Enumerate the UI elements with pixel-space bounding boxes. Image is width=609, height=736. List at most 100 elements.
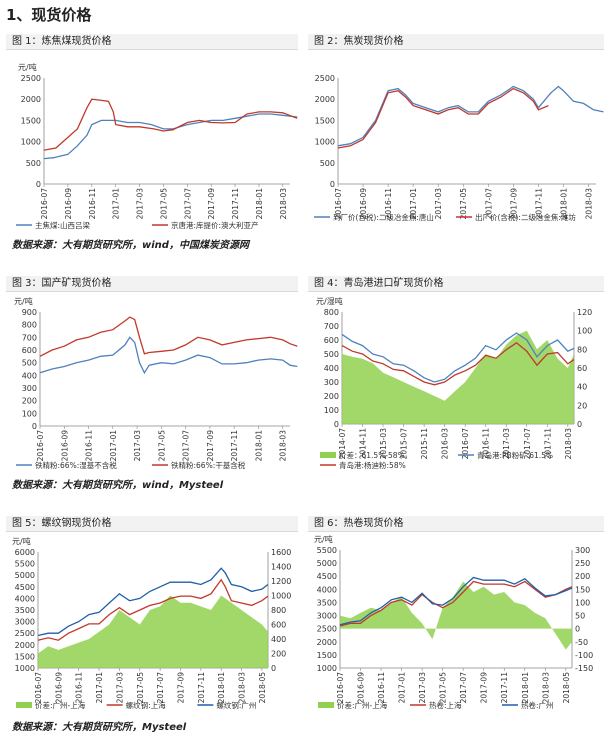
y2-tick-label: -100 (575, 651, 593, 660)
y-tick-label: 300 (324, 378, 339, 387)
y2-tick-label: 300 (575, 546, 590, 555)
y-tick-label: 5500 (15, 560, 35, 569)
area-series-p5 (38, 595, 268, 668)
x-tick-label: 2017-03 (434, 188, 443, 220)
x-tick-label: 2018-03 (279, 430, 288, 462)
section-title: 1、现货价格 (6, 6, 92, 24)
panel-title: 图 1：炼焦煤现货价格 (6, 34, 298, 50)
x-tick-label: 2018-01 (521, 672, 530, 704)
legend-swatch (320, 452, 336, 458)
x-tick-label: 2016-11 (482, 428, 491, 460)
y2-tick-label: 600 (271, 621, 286, 630)
legend-swatch (318, 702, 334, 708)
y-tick-label: 3500 (15, 606, 35, 615)
panel-domestic-ore: 图 3：国产矿现货价格 0 100 200 300 400 500 600 700 800 900… (6, 276, 298, 474)
y-tick-label: 2000 (317, 638, 337, 647)
legend-label: 螺纹钢:上海 (126, 700, 167, 710)
y-tick-label: 2500 (15, 629, 35, 638)
y-axis-label: 元/吨 (12, 536, 31, 546)
x-tick-label: 2017-11 (543, 428, 552, 460)
y-tick-label: 3000 (317, 612, 337, 621)
panel-hot-coil: 图 6：热卷现货价格 1000 1500 2000 2500 3000 3500 4000 4… (308, 516, 604, 716)
x-tick-label: 2017-11 (534, 188, 543, 220)
chart-coking-coal: 0 500 1000 1500 2000 2500 元/吨 2016-07 2016-09 201… (16, 62, 298, 230)
y-tick-label: 5500 (317, 546, 337, 555)
y-tick-label: 2500 (315, 74, 335, 83)
y-tick-label: 1000 (15, 664, 35, 673)
line-series-p2 (337, 85, 604, 147)
source-note: 数据来源：大有期货研究所，wind，中国煤炭资源网 (12, 240, 249, 251)
panel-title: 图 6：热卷现货价格 (308, 516, 604, 532)
y-tick-label: 300 (22, 384, 37, 393)
x-tick-label: 2017-07 (484, 188, 493, 220)
y-tick-label: 4000 (317, 585, 337, 594)
legend-label: 价差：61.5%-58% (339, 450, 405, 460)
y-tick-label: 4500 (317, 572, 337, 581)
x-tick-label: 2017-11 (230, 430, 239, 462)
x-tick-label: 2016-09 (357, 672, 366, 704)
y2-tick-label: 1200 (271, 577, 291, 586)
chart-qingdao-ore: 0 100 200 300 400 500 600 700 800 0 20 40 60 80 100 120… (316, 296, 592, 470)
y2-tick-label: 250 (575, 559, 590, 568)
x-tick-label: 2015-11 (420, 428, 429, 460)
x-tick-label: 2017-05 (159, 188, 168, 220)
y-tick-label: 3000 (15, 618, 35, 627)
y-tick-label: 400 (22, 371, 37, 380)
y-tick-label: 100 (22, 409, 37, 418)
y-tick-label: 2500 (317, 625, 337, 634)
x-tick-label: 2017-11 (231, 188, 240, 220)
panel-coke: 图 2：焦炭现货价格 0 500 1000 1500 2000 2500 2016-07 20… (308, 34, 604, 234)
x-tick-label: 2016-07 (34, 672, 43, 704)
line-series-p3 (39, 336, 298, 375)
panel-title: 图 4：青岛港进口矿现货价格 (308, 276, 604, 292)
x-tick-label: 2018-03 (564, 428, 573, 460)
x-tick-label: 2018-05 (562, 672, 571, 704)
y-tick-label: 1000 (317, 664, 337, 673)
x-tick-label: 2014-07 (338, 428, 347, 460)
x-tick-label: 2018-03 (541, 672, 550, 704)
y-tick-label: 4500 (15, 583, 35, 592)
y-tick-label: 4000 (15, 594, 35, 603)
legend-label: 出厂价(含税):二级冶金焦:潍坊 (475, 212, 576, 222)
line-series-p1 (43, 113, 298, 160)
legend-label: 价差:广州-上海 (337, 700, 388, 710)
y-tick-label: 600 (22, 346, 37, 355)
y2-tick-label: 50 (575, 612, 585, 621)
x-tick-label: 2017-07 (523, 428, 532, 460)
x-tick-label: 2016-09 (60, 430, 69, 462)
y2-tick-label: -150 (575, 664, 593, 673)
source-note: 数据来源：大有期货研究所，wind，Mysteel (12, 480, 224, 491)
y-tick-label: 900 (22, 308, 37, 317)
x-tick-label: 2018-03 (279, 188, 288, 220)
x-tick-label: 2016-07 (36, 430, 45, 462)
x-tick-label: 2016-07 (334, 188, 343, 220)
x-tick-label: 2015-07 (400, 428, 409, 460)
panel-qingdao-ore: 图 4：青岛港进口矿现货价格 0 100 200 300 400 500 600 700 800… (308, 276, 604, 474)
y2-tick-label: 0 (575, 625, 580, 634)
y-tick-label: 700 (22, 333, 37, 342)
line-series-p4 (341, 332, 575, 383)
y-tick-label: 700 (324, 322, 339, 331)
legend-label: 价差:广州-上海 (35, 700, 86, 710)
y-tick-label: 1500 (15, 652, 35, 661)
y2-tick-label: 20 (577, 401, 587, 410)
x-tick-label: 2018-01 (254, 430, 263, 462)
legend-label: 京唐港:库提价:澳大利亚产 (171, 220, 259, 230)
legend-label: 青岛港:PB粉矿:61.5% (477, 450, 553, 460)
y-tick-label: 3500 (317, 598, 337, 607)
y2-tick-label: 0 (577, 420, 582, 429)
line-series-p4 (341, 341, 575, 386)
panel-rebar: 图 5：螺纹钢现货价格 1000 1500 2000 2500 3000 3500 4000… (6, 516, 298, 716)
y-tick-label: 5000 (317, 559, 337, 568)
x-tick-label: 2017-07 (182, 430, 191, 462)
x-tick-label: 2016-11 (377, 672, 386, 704)
x-tick-label: 2017-01 (112, 188, 121, 220)
y2-tick-label: 100 (577, 327, 592, 336)
y2-tick-label: 800 (271, 606, 286, 615)
line-series-p3 (39, 316, 298, 357)
y-tick-label: 0 (334, 420, 339, 429)
x-tick-label: 2017-01 (409, 188, 418, 220)
y2-tick-label: 60 (577, 364, 587, 373)
x-tick-label: 2018-03 (584, 188, 593, 220)
chart-domestic-ore: 0 100 200 300 400 500 600 700 800 900 元/吨 2016-07 20… (14, 296, 298, 470)
